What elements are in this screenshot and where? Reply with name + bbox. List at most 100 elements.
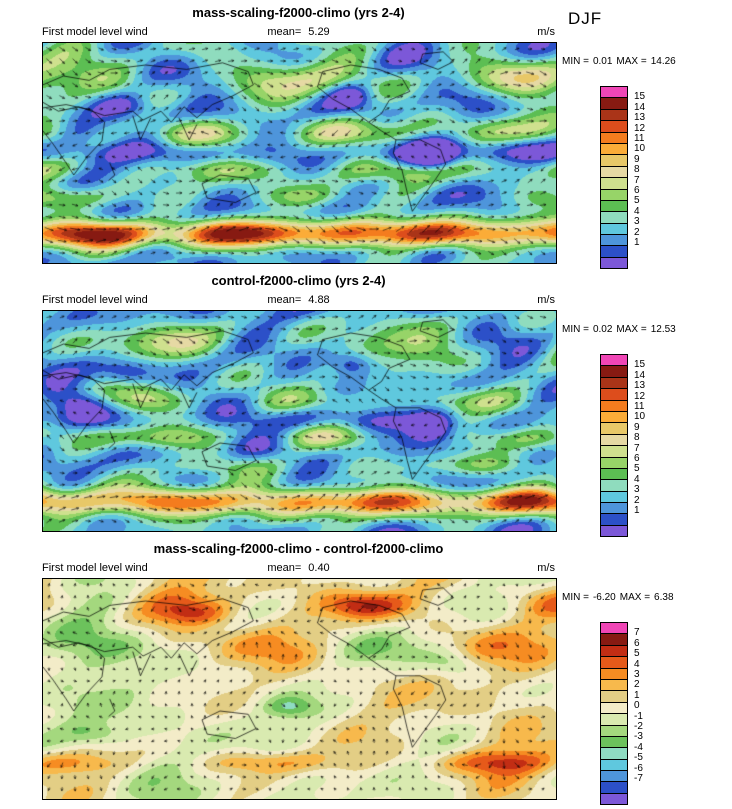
colorbar-tick-label: 15: [634, 359, 646, 371]
colorbar-tick-label: 5: [634, 648, 640, 660]
max-value: 12.53: [650, 324, 676, 335]
colorbar-tick-label: 8: [634, 432, 640, 444]
colorbar-tick-label: 10: [634, 411, 646, 423]
panel-title: mass-scaling-f2000-climo (yrs 2-4): [192, 5, 405, 20]
colorbar-tick-label: 9: [634, 421, 640, 433]
map-frame: [42, 578, 557, 800]
colorbar-swatch: [601, 98, 627, 110]
colorbar-tick-label: 4: [634, 658, 640, 670]
variable-label: First model level wind: [42, 294, 148, 306]
colorbar-tick-label: 4: [634, 205, 640, 217]
colorbar-tick-label: 14: [634, 369, 646, 381]
colorbar-swatch: [601, 771, 627, 783]
units-label: m/s: [537, 26, 555, 38]
colorbar-swatch: [601, 423, 627, 435]
colorbar-swatch: [601, 109, 627, 122]
mean-label: mean=: [267, 294, 302, 306]
colorbar-tick-label: 11: [634, 401, 645, 412]
units-label: m/s: [537, 562, 555, 574]
colorbar-swatch: [601, 793, 627, 805]
colorbar-tick-label: 6: [634, 185, 640, 196]
season-label: DJF: [568, 9, 603, 28]
min-value: 0.02: [592, 324, 613, 335]
panel-difference: mass-scaling-f2000-climo - control-f2000…: [0, 536, 732, 809]
panel-title: mass-scaling-f2000-climo - control-f2000…: [153, 541, 444, 556]
panel-control: control-f2000-climo (yrs 2-4) First mode…: [0, 268, 732, 538]
colorbar-swatch: [601, 235, 627, 247]
variable-label: First model level wind: [42, 562, 148, 574]
colorbar-swatch: [601, 87, 627, 99]
min-label: MIN =: [562, 324, 589, 335]
colorbar-swatch: [601, 212, 627, 224]
colorbar-tick-label: 14: [634, 101, 646, 113]
mean-label: mean=: [267, 562, 302, 574]
colorbar-tick-label: -3: [634, 731, 643, 743]
colorbar-tick-label: 0: [634, 700, 640, 712]
colorbar-swatch: [601, 246, 627, 258]
colorbar-swatch: [601, 389, 627, 401]
colorbar-swatches: [600, 622, 628, 806]
colorbar-swatch: [601, 668, 627, 680]
colorbar-tick-label: 13: [634, 112, 646, 124]
mean-value: 0.40: [308, 562, 330, 574]
mean-readout: mean= 5.29: [213, 26, 384, 38]
colorbar-tick-label: 7: [634, 627, 640, 639]
colorbar-tick-label: 9: [634, 153, 640, 165]
wind-speed-map-canvas: [43, 311, 556, 531]
panel-header: First model level wind mean= 0.40 m/s: [42, 562, 555, 574]
colorbar-tick-label: 2: [634, 679, 640, 691]
max-value: 14.26: [650, 56, 676, 67]
minmax-readout: MIN = 0.01 MAX = 14.26: [562, 56, 680, 67]
colorbar-swatch: [601, 782, 627, 794]
colorbar-swatch: [601, 480, 627, 492]
colorbar-swatch: [601, 748, 627, 760]
colorbar-tick-label: 10: [634, 143, 646, 155]
colorbar-swatch: [601, 679, 627, 692]
colorbar-swatch: [601, 166, 627, 179]
colorbar-swatch: [601, 155, 627, 167]
colorbar-tick-label: 8: [634, 164, 640, 176]
colorbar-swatch: [601, 189, 627, 201]
colorbar-tick-label: 1: [634, 689, 640, 701]
colorbar-swatch: [601, 503, 627, 515]
min-label: MIN =: [562, 56, 589, 67]
colorbar-swatch: [601, 400, 627, 412]
colorbar-swatch: [601, 468, 627, 481]
colorbar-swatch: [601, 736, 627, 749]
colorbar-swatch: [601, 725, 627, 737]
colorbar-swatches: [600, 354, 628, 538]
max-label: MAX =: [616, 56, 647, 67]
colorbar-swatch: [601, 457, 627, 469]
minmax-readout: MIN = -6.20 MAX = 6.38: [562, 592, 678, 603]
colorbar-swatches: [600, 86, 628, 270]
minmax-readout: MIN = 0.02 MAX = 12.53: [562, 324, 680, 335]
colorbar-tick-label: -4: [634, 741, 643, 753]
mean-label: mean=: [267, 26, 302, 38]
colorbar-tick-label: 11: [634, 133, 645, 144]
colorbar-swatch: [601, 714, 627, 726]
colorbar-swatch: [601, 702, 627, 715]
colorbar-swatch: [601, 223, 627, 236]
panel-title: control-f2000-climo (yrs 2-4): [211, 273, 386, 288]
colorbar-tick-label: 7: [634, 442, 640, 454]
map-frame: [42, 310, 557, 532]
colorbar-tick-label: 5: [634, 463, 640, 475]
colorbar-tick-label: 7: [634, 174, 640, 186]
panel-mass-scaling: mass-scaling-f2000-climo (yrs 2-4) First…: [0, 0, 732, 270]
colorbar-swatch: [601, 623, 627, 635]
max-label: MAX =: [616, 324, 647, 335]
colorbar-swatch: [601, 121, 627, 133]
colorbar-swatch: [601, 411, 627, 424]
colorbar-tick-label: 2: [634, 494, 640, 506]
colorbar-swatch: [601, 514, 627, 526]
mean-value: 4.88: [308, 294, 330, 306]
colorbar-swatch: [601, 634, 627, 646]
colorbar-tick-label: 5: [634, 195, 640, 207]
units-label: m/s: [537, 294, 555, 306]
colorbar-swatch: [601, 446, 627, 458]
colorbar-swatch: [601, 657, 627, 669]
panel-header: First model level wind mean= 4.88 m/s: [42, 294, 555, 306]
colorbar-tick-label: -7: [634, 773, 643, 784]
colorbar-tick-label: 1: [634, 237, 640, 248]
